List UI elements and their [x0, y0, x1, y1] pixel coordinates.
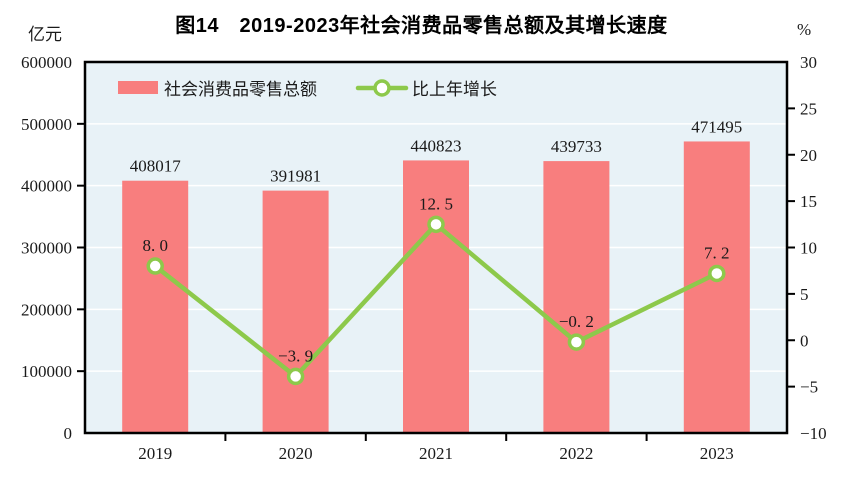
line-value-label: 8. 0	[142, 236, 168, 255]
right-axis-tick-label: 15	[800, 192, 817, 211]
x-axis-category-label: 2021	[419, 444, 453, 463]
left-axis-unit: 亿元	[28, 25, 62, 44]
legend-bar-swatch	[118, 81, 158, 94]
right-axis-tick-label: 25	[800, 99, 817, 118]
left-axis-tick-label: 200000	[21, 300, 72, 319]
bar-value-label: 471495	[691, 117, 742, 136]
right-axis-unit: %	[797, 20, 812, 39]
bar-2021	[403, 160, 469, 433]
bar-2019	[122, 180, 189, 433]
right-axis-tick-label: 0	[800, 331, 809, 350]
legend-bar-label: 社会消费品零售总额	[164, 80, 317, 99]
legend-line-marker-icon	[373, 79, 391, 97]
bar-2022	[543, 161, 610, 433]
bar-value-label: 439733	[551, 137, 602, 156]
marker-2022	[567, 333, 586, 351]
bar-value-label: 408017	[130, 157, 182, 176]
chart-title: 图14 2019-2023年社会消费品零售总额及其增长速度	[175, 15, 668, 37]
x-axis-category-label: 2023	[700, 444, 734, 463]
left-axis-tick-label: 500000	[21, 115, 72, 134]
legend-line-label: 比上年增长	[412, 80, 497, 99]
bar-2023	[683, 141, 750, 433]
left-axis-tick-label: 400000	[21, 177, 72, 196]
line-value-label: 7. 2	[704, 243, 730, 262]
left-axis-tick-label: 600000	[21, 53, 72, 72]
left-axis-tick-label: 300000	[21, 239, 72, 258]
right-axis-tick-label: −10	[800, 424, 827, 443]
right-axis-tick-label: 20	[800, 146, 817, 165]
right-axis-tick-label: 10	[800, 239, 817, 258]
x-axis-category-label: 2022	[559, 444, 593, 463]
marker-2019	[146, 257, 164, 275]
left-axis-tick-label: 0	[64, 424, 73, 443]
x-axis-category-label: 2020	[279, 444, 313, 463]
line-value-label: 12. 5	[419, 194, 453, 213]
right-axis-tick-label: 5	[800, 285, 809, 304]
right-axis-tick-label: −5	[800, 378, 818, 397]
bar-value-label: 391981	[270, 167, 321, 186]
marker-2021	[427, 215, 445, 234]
line-value-label: −3. 9	[278, 346, 313, 365]
marker-2020	[286, 367, 305, 386]
bar-value-label: 440823	[411, 136, 462, 155]
left-axis-tick-label: 100000	[21, 362, 72, 381]
bar-2020	[262, 190, 329, 433]
x-axis-category-label: 2019	[138, 444, 172, 463]
marker-2023	[708, 264, 726, 283]
right-axis-tick-label: 30	[800, 53, 817, 72]
line-value-label: −0. 2	[559, 312, 594, 331]
